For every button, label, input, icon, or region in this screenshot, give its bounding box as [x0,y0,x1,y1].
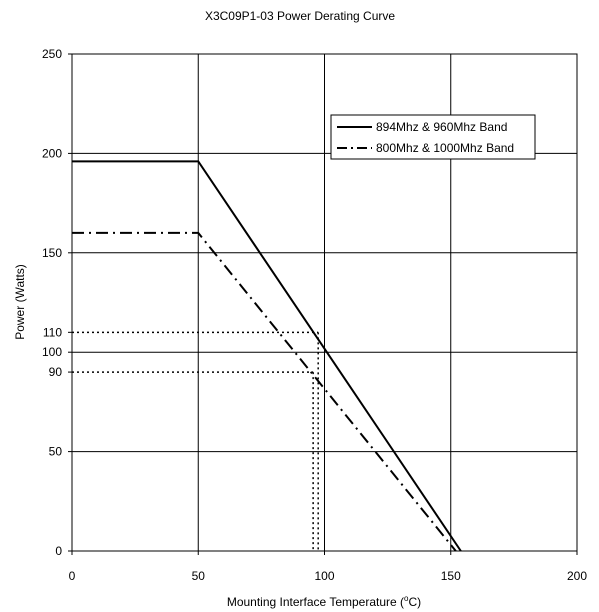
x-tick-label: 0 [69,569,76,583]
y-tick-label: 200 [42,146,62,160]
series-lines [72,160,462,552]
y-tick-label: 100 [42,345,62,359]
legend-box [330,114,536,160]
y-tick-label: 250 [42,47,62,61]
y-tick-label: 110 [43,325,62,339]
y-tick-label: 0 [55,544,62,558]
x-tick-label: 150 [441,569,461,583]
x-tick-label: 200 [567,569,587,583]
y-axis: 0 50 90 100 110 150 200 250 [42,47,72,558]
y-axis-title: Power (Watts) [13,264,27,340]
x-axis-title: Mounting Interface Temperature (oC) [227,594,421,609]
y-tick-label: 50 [49,445,63,459]
y-tick-label: 150 [42,246,62,260]
reference-lines [72,331,319,551]
x-tick-label: 50 [192,569,206,583]
legend-label-894-960: 894Mhz & 960Mhz Band [376,120,507,134]
x-tick-label: 100 [314,569,334,583]
chart-title: X3C09P1-03 Power Derating Curve [205,9,395,23]
y-tick-label: 90 [49,365,63,379]
legend: 894Mhz & 960Mhz Band 800Mhz & 1000Mhz Ba… [330,114,536,160]
x-axis: 0 50 100 150 200 [69,551,587,583]
legend-label-800-1000: 800Mhz & 1000Mhz Band [376,141,514,155]
series-line-800-1000 [72,231,457,552]
series-line-894-960 [72,160,462,552]
